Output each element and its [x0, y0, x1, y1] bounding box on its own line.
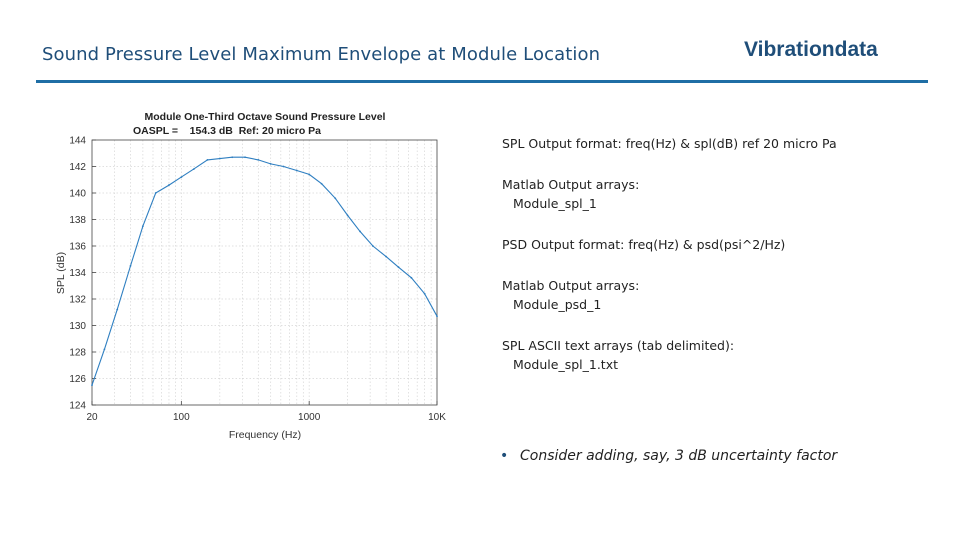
spl-data-point: [116, 308, 119, 311]
spl-data-point: [371, 245, 374, 247]
spl-data-point: [244, 156, 246, 159]
spl-chart-svg: Module One-Third Octave Sound Pressure L…: [55, 111, 446, 441]
matlab-psd-header: Matlab Output arrays:: [502, 278, 640, 293]
matlab-spl-header: Matlab Output arrays:: [502, 177, 640, 192]
y-tick-label: 128: [69, 348, 86, 359]
y-tick-label: 140: [69, 189, 86, 200]
spl-data-point: [282, 165, 285, 168]
y-tick-label: 136: [69, 242, 86, 253]
spl-data-point: [334, 197, 337, 200]
psd-format-text: PSD Output format: freq(Hz) & psd(psi^2/…: [502, 237, 786, 252]
spl-chart: Module One-Third Octave Sound Pressure L…: [40, 100, 460, 445]
spl-data-point: [346, 214, 349, 217]
chart-ylabel: SPL (dB): [55, 252, 67, 294]
spl-data-point: [206, 158, 209, 161]
title-divider: [36, 80, 928, 83]
spl-data-point: [180, 176, 183, 178]
spl-data-point: [192, 168, 195, 171]
spl-data-point: [385, 255, 388, 258]
spl-data-point: [295, 169, 298, 172]
ascii-header: SPL ASCII text arrays (tab delimited):: [502, 338, 735, 353]
spl-data-point: [141, 225, 144, 228]
x-tick-label: 10K: [428, 412, 446, 423]
notes-panel: SPL Output format: freq(Hz) & spl(dB) re…: [502, 134, 922, 396]
spl-data-point: [308, 173, 311, 176]
spl-data-point: [231, 156, 234, 159]
spl-data-point: [410, 276, 413, 279]
y-tick-label: 132: [69, 295, 86, 306]
y-tick-label: 142: [69, 162, 86, 173]
spl-data-point: [359, 230, 361, 233]
psd-format-block: PSD Output format: freq(Hz) & psd(psi^2/…: [502, 235, 922, 254]
ascii-file: Module_spl_1.txt: [513, 357, 618, 372]
brand-logo-text: Vibrationdata: [744, 38, 878, 61]
spl-series-line: [91, 156, 438, 386]
matlab-spl-block: Matlab Output arrays: Module_spl_1: [502, 175, 922, 213]
spl-data-point: [154, 192, 157, 194]
spl-data-point: [269, 162, 272, 165]
x-tick-label: 1000: [298, 412, 321, 423]
spl-data-point: [91, 384, 93, 387]
ascii-block: SPL ASCII text arrays (tab delimited): M…: [502, 336, 922, 374]
spl-data-point: [257, 158, 260, 161]
x-tick-label: 20: [86, 412, 98, 423]
y-tick-label: 130: [69, 321, 86, 332]
bullet-note: • Consider adding, say, 3 dB uncertainty …: [500, 448, 837, 464]
spl-format-block: SPL Output format: freq(Hz) & spl(dB) re…: [502, 134, 922, 153]
y-tick-label: 124: [69, 401, 86, 412]
spl-format-text: SPL Output format: freq(Hz) & spl(dB) re…: [502, 136, 837, 151]
spl-data-point: [168, 184, 170, 186]
spl-data-point: [218, 157, 221, 160]
spl-data-point: [423, 292, 426, 295]
bullet-icon: •: [500, 448, 509, 464]
spl-data-point: [320, 182, 323, 185]
bullet-text: Consider adding, say, 3 dB uncertainty f…: [520, 448, 838, 464]
chart-title: Module One-Third Octave Sound Pressure L…: [145, 111, 386, 123]
y-tick-label: 126: [69, 374, 86, 385]
chart-xlabel: Frequency (Hz): [229, 429, 301, 441]
matlab-spl-array: Module_spl_1: [513, 196, 597, 211]
y-tick-label: 134: [69, 268, 86, 279]
spl-data-point: [436, 315, 438, 318]
y-tick-label: 144: [69, 136, 86, 147]
matlab-psd-block: Matlab Output arrays: Module_psd_1: [502, 276, 922, 314]
spl-data-point: [397, 266, 400, 269]
spl-data-point: [103, 348, 106, 351]
chart-subtitle: OASPL = 154.3 dB Ref: 20 micro Pa: [133, 125, 321, 137]
y-tick-label: 138: [69, 215, 86, 226]
matlab-psd-array: Module_psd_1: [513, 297, 602, 312]
slide-title: Sound Pressure Level Maximum Envelope at…: [42, 44, 601, 65]
spl-data-point: [129, 264, 132, 267]
x-tick-label: 100: [173, 412, 190, 423]
